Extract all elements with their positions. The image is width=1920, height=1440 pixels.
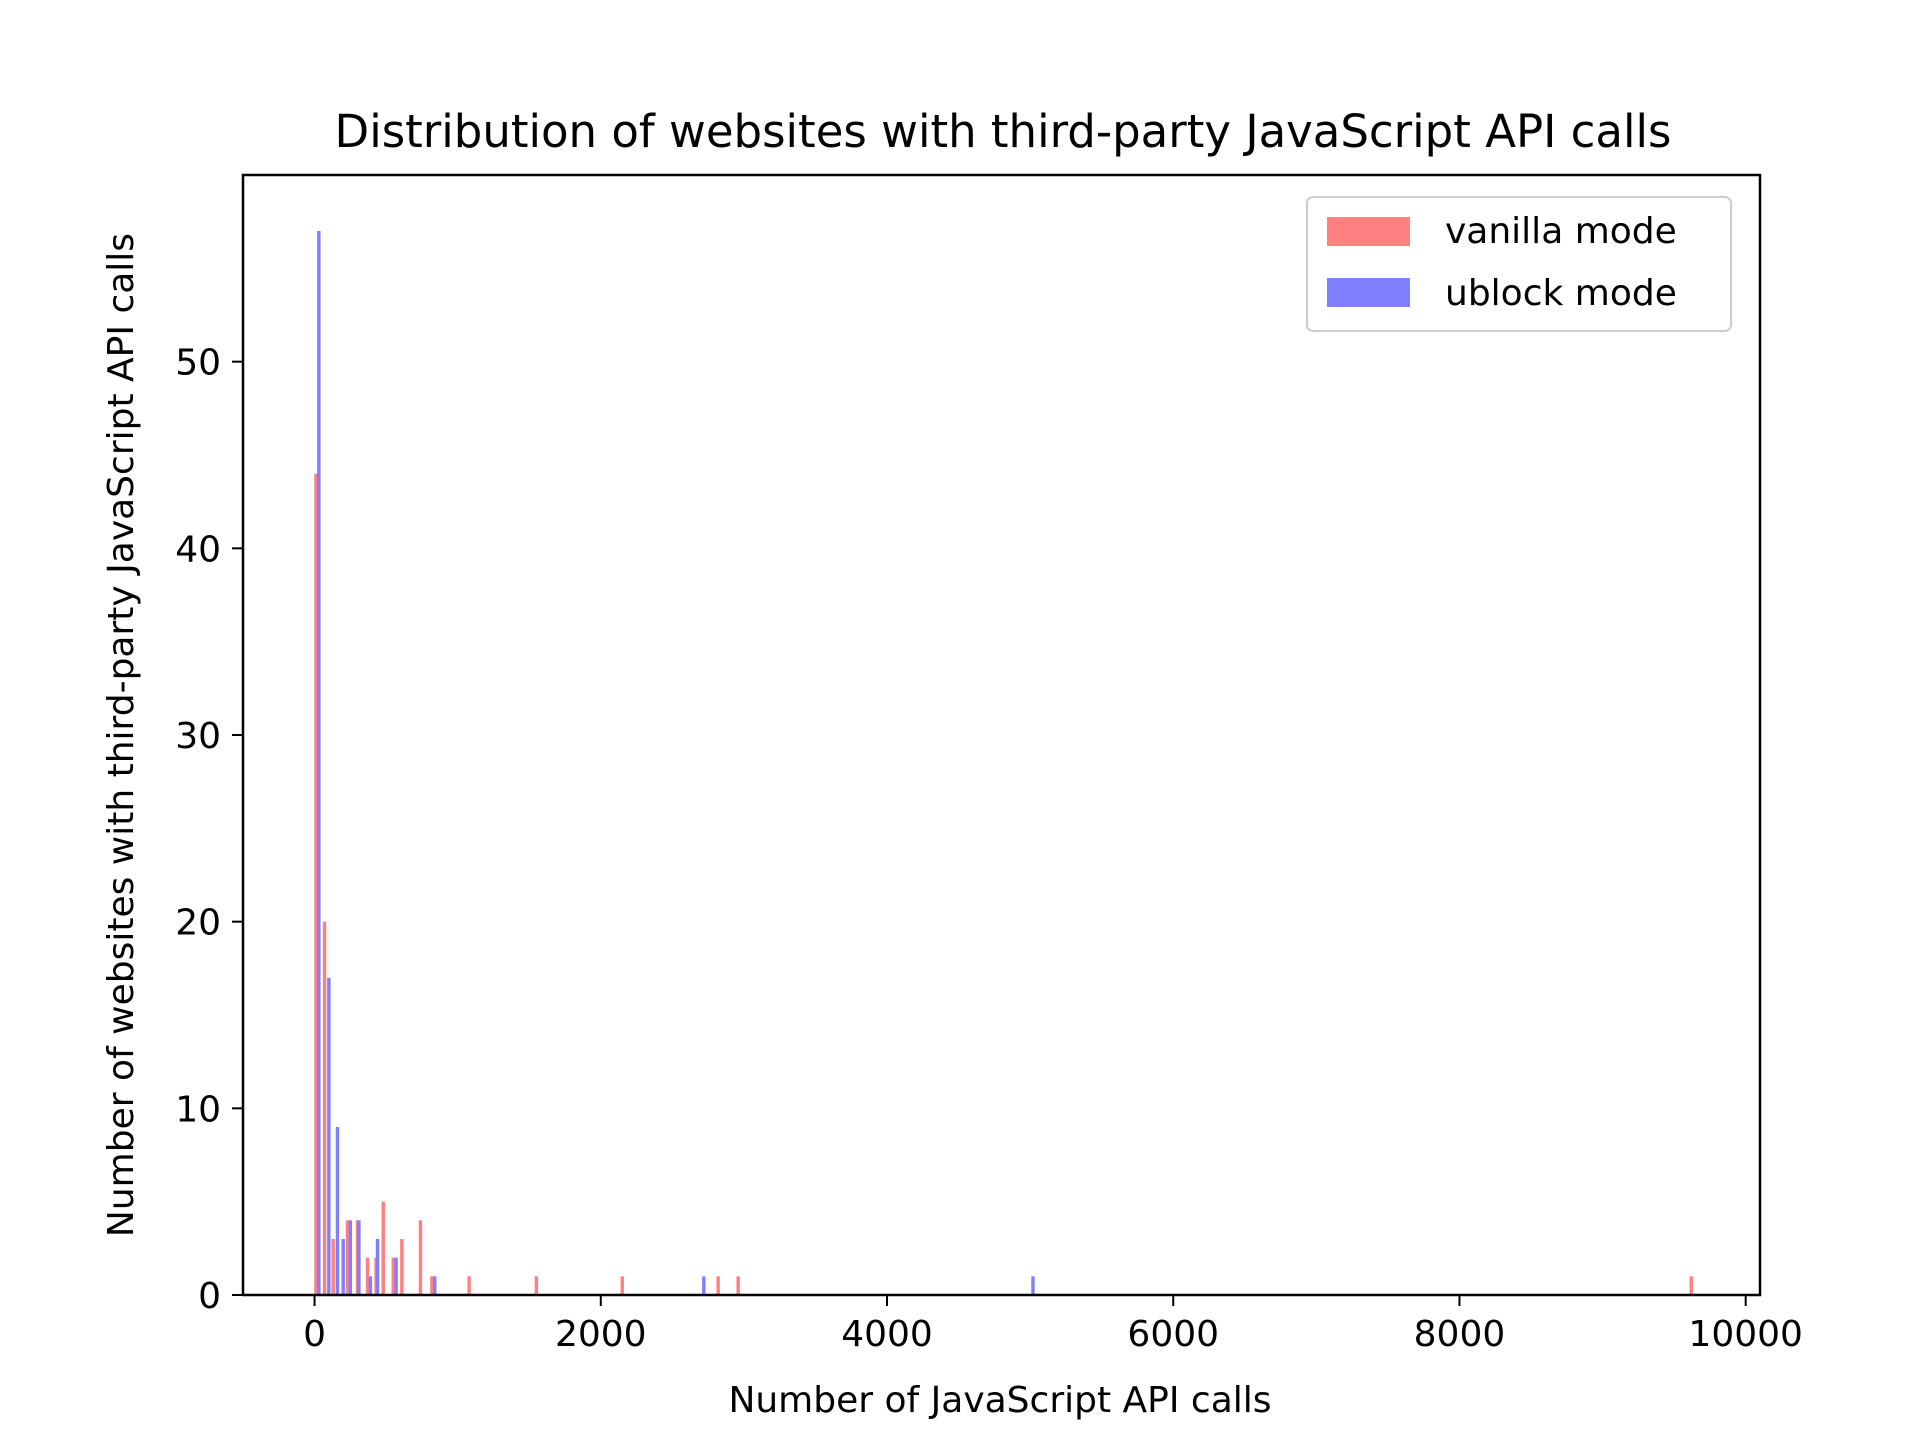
- legend-box: [1306, 196, 1732, 332]
- bar-ublock-10: [702, 1276, 706, 1295]
- bar-vanilla-3: [345, 1220, 350, 1295]
- bar-ublock-9: [433, 1276, 437, 1295]
- x-tick-label-0: 0: [303, 1314, 326, 1355]
- legend-label-ublock: ublock mode: [1445, 273, 1677, 314]
- legend-swatch-ublock: [1327, 278, 1410, 307]
- legend-label-vanilla: vanilla mode: [1445, 211, 1677, 252]
- x-tick-label-4: 8000: [1414, 1314, 1506, 1355]
- bar-ublock-0: [317, 231, 321, 1295]
- x-tick-label-5: 10000: [1688, 1314, 1803, 1355]
- bar-ublock-11: [1031, 1276, 1035, 1295]
- x-tick-label-3: 6000: [1127, 1314, 1219, 1355]
- x-axis-label: Number of JavaScript API calls: [728, 1380, 1271, 1421]
- bar-ublock-3: [341, 1239, 345, 1295]
- bar-vanilla-8: [391, 1257, 395, 1295]
- bar-ublock-5: [357, 1220, 361, 1295]
- y-axis: 0 10 20 30 40 50: [175, 343, 243, 1317]
- x-tick-label-1: 2000: [555, 1314, 647, 1355]
- x-tick-label-2: 4000: [841, 1314, 933, 1355]
- bar-ublock-7: [375, 1239, 380, 1295]
- bar-ublock-8: [394, 1257, 398, 1295]
- chart-title: Distribution of websites with third-part…: [335, 105, 1672, 158]
- bar-ublock-6: [368, 1276, 373, 1295]
- bar-vanilla-14: [620, 1276, 624, 1295]
- bar-vanilla-2: [331, 1239, 335, 1295]
- legend-swatch-vanilla: [1327, 217, 1410, 246]
- bar-ublock-4: [348, 1220, 353, 1295]
- bar-vanilla-10: [418, 1220, 423, 1295]
- bar-vanilla-13: [534, 1276, 539, 1295]
- y-tick-label-2: 20: [175, 903, 221, 944]
- y-tick-label-3: 30: [175, 716, 221, 757]
- x-axis: 0 2000 4000 6000 8000 10000: [303, 1295, 1803, 1355]
- y-axis-label: Number of websites with third-party Java…: [101, 233, 142, 1237]
- y-tick-label-0: 0: [198, 1276, 221, 1317]
- bar-vanilla-15: [716, 1276, 720, 1295]
- bar-vanilla-9: [400, 1239, 404, 1295]
- y-tick-label-1: 10: [175, 1089, 221, 1130]
- y-tick-label-5: 50: [175, 343, 221, 384]
- bar-vanilla-1: [322, 921, 327, 1295]
- bar-ublock-1: [327, 977, 331, 1295]
- bar-vanilla-12: [467, 1276, 471, 1295]
- y-tick-label-4: 40: [175, 529, 221, 570]
- bar-vanilla-0: [314, 473, 318, 1295]
- bar-vanilla-17: [1689, 1276, 1694, 1295]
- bar-vanilla-5: [365, 1257, 370, 1295]
- bar-vanilla-7: [381, 1201, 385, 1295]
- bar-vanilla-16: [736, 1276, 740, 1295]
- legend: vanilla mode ublock mode: [1306, 196, 1732, 332]
- bars-group: [314, 231, 1694, 1295]
- bar-ublock-2: [335, 1127, 340, 1295]
- bar-vanilla-11: [430, 1276, 434, 1295]
